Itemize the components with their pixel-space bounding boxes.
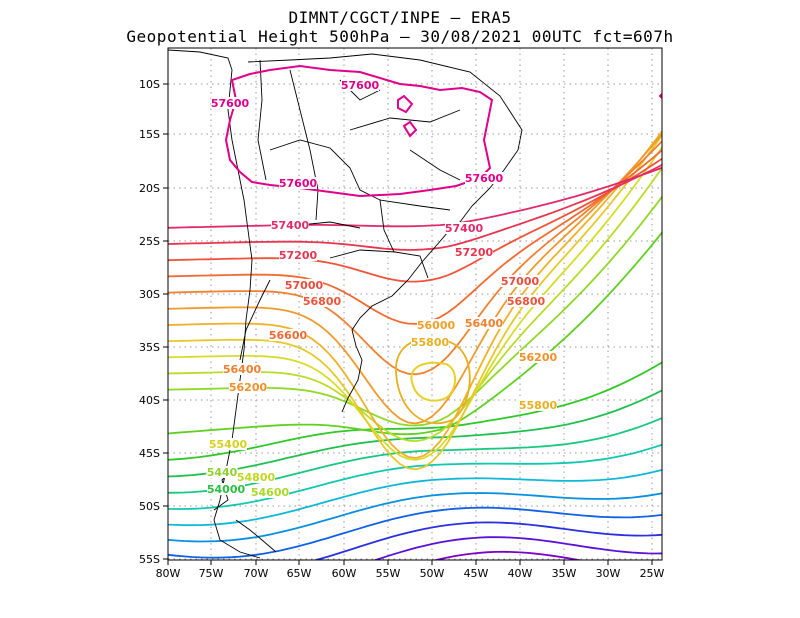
contour-label: 57200 — [455, 246, 494, 259]
contour-label-bg — [209, 438, 247, 450]
contour-label-bg — [341, 79, 379, 91]
contour-label-bg — [455, 246, 493, 258]
contour-line — [312, 521, 662, 560]
lat-tick-label: 20S — [139, 182, 160, 195]
contour-label-bg — [519, 351, 557, 363]
contour-label-bg — [279, 177, 317, 189]
map-title-line2: Geopotential Height 500hPa – 30/08/2021 … — [126, 27, 674, 46]
contour-label: 57000 — [501, 275, 540, 288]
lon-tick-label: 60W — [332, 567, 357, 580]
contour-label-bg — [211, 97, 249, 109]
contour-line — [168, 389, 662, 478]
contour-line — [168, 149, 662, 325]
contour-label: 57600 — [341, 79, 380, 92]
contour-label-bg — [207, 483, 245, 495]
contour-layer — [168, 49, 662, 560]
contour-label-bg — [519, 399, 557, 411]
contour-label: 56400 — [223, 363, 262, 376]
coastline — [168, 49, 523, 559]
contour-label-bg — [465, 172, 503, 184]
contour-label: 55400 — [209, 438, 248, 451]
contour-label-bg — [507, 295, 545, 307]
lat-tick-label: 55S — [139, 553, 160, 566]
lat-tick-label: 15S — [139, 128, 160, 141]
contour-line — [168, 443, 662, 510]
contour-line — [168, 157, 662, 283]
contour-label-bg — [411, 336, 449, 348]
contour-label: 57200 — [279, 249, 318, 262]
contour-label-bg — [417, 319, 455, 331]
contour-label: 57400 — [445, 222, 484, 235]
contour-label: 57400 — [271, 219, 310, 232]
contour-closed-low — [410, 361, 456, 402]
lon-tick-label: 35W — [552, 567, 577, 580]
contour-label-bg — [271, 219, 309, 231]
lon-tick-label: 75W — [199, 567, 224, 580]
contour-label-bg — [229, 381, 267, 393]
contour-line — [168, 132, 662, 425]
map-frame — [167, 47, 663, 561]
contour-label: 56800 — [507, 295, 546, 308]
contour-label-bg — [237, 471, 275, 483]
lon-tick-label: 50W — [420, 567, 445, 580]
contour-labels: 57600 57600 57600 57600 57400 57400 57200 57200… — [206, 79, 557, 499]
contour-label: 57600 — [279, 177, 318, 190]
contour-label: 5440 — [207, 466, 238, 479]
contour-line — [168, 166, 662, 229]
lon-tick-label: 70W — [244, 567, 269, 580]
contour-label: 56200 — [519, 351, 558, 364]
contour-label-bg — [445, 222, 483, 234]
contour-line — [168, 506, 662, 559]
lon-tick-label: 80W — [156, 567, 181, 580]
contour-label-bg — [269, 329, 307, 341]
lon-tick-label: 40W — [508, 567, 533, 580]
lon-tick-label: 30W — [596, 567, 621, 580]
contour-label: 57000 — [285, 279, 324, 292]
contour-label: 55800 — [411, 336, 450, 349]
contour-label-bg — [223, 363, 261, 375]
contour-label-bg — [501, 275, 539, 287]
lon-tick-label: 65W — [287, 567, 312, 580]
contour-line — [168, 492, 662, 543]
lon-tick-label: 25W — [640, 567, 665, 580]
lat-tick-label: 45S — [139, 447, 160, 460]
lon-tick-label: 45W — [464, 567, 489, 580]
map-title-line1: DIMNT/CGCT/INPE – ERA5 — [288, 8, 512, 27]
contour-line — [168, 231, 662, 436]
contour-label: 54800 — [237, 471, 276, 484]
contour-line — [168, 163, 662, 251]
contour-line — [168, 145, 662, 461]
contour-label-bg — [303, 295, 341, 307]
contour-label: 56400 — [465, 317, 504, 330]
contour-line — [372, 536, 662, 560]
contour-label: 57600 — [211, 97, 250, 110]
contour-57600 — [224, 64, 662, 198]
contour-label-bg — [285, 279, 323, 291]
contour-label: 56800 — [303, 295, 342, 308]
contour-label-bg — [465, 317, 503, 329]
contour-label-bg — [206, 466, 238, 478]
contour-label: 54000 — [207, 483, 246, 496]
lat-tick-label: 10S — [139, 78, 160, 91]
lon-tick-label: 55W — [376, 567, 401, 580]
contour-label: 57600 — [465, 172, 504, 185]
lat-tick-label: 30S — [139, 288, 160, 301]
lat-tick-label: 25S — [139, 235, 160, 248]
contour-line — [168, 129, 662, 459]
contour-label-bg — [251, 486, 289, 498]
contour-label-bg — [279, 249, 317, 261]
lat-tick-label: 40S — [139, 394, 160, 407]
contour-label: 56200 — [229, 381, 268, 394]
contour-label: 54600 — [251, 486, 290, 499]
contour-label: 56600 — [269, 329, 308, 342]
lat-tick-label: 50S — [139, 500, 160, 513]
contour-label: 56000 — [417, 319, 456, 332]
lat-tick-label: 35S — [139, 341, 160, 354]
contour-line — [168, 468, 662, 527]
contour-label: 55800 — [519, 399, 558, 412]
